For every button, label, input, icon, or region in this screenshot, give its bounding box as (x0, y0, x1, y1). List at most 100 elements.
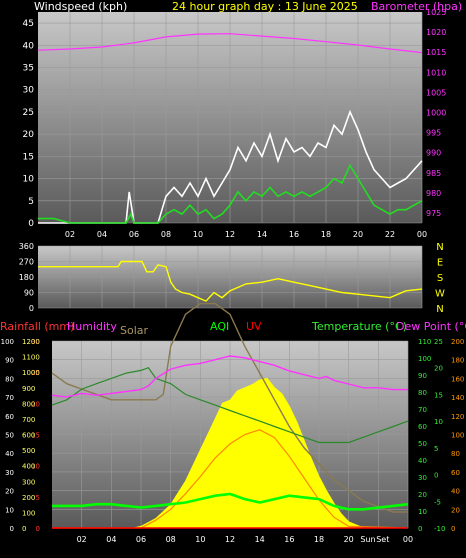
windspeed-axis-title: Windspeed (kph) (34, 0, 127, 13)
temperature-tick-label: 15 (434, 391, 443, 399)
temperature-tick-label: 0 (434, 472, 438, 480)
x-tick-label: 10 (195, 535, 205, 544)
humidity-tick-label: 60 (5, 413, 14, 421)
y-tick-label: 30 (23, 86, 35, 96)
aqi_right-tick-label: 180 (451, 357, 464, 365)
direction-tick-label: 180 (19, 273, 34, 282)
y-tick-label: 10 (23, 175, 35, 185)
rainfall-tick-label: 25 (31, 369, 40, 377)
aqi_right-tick-label: 20 (451, 506, 460, 514)
solar-tick-label: 500 (22, 447, 35, 455)
humidity-tick-label: 0 (10, 525, 14, 533)
aqi-tick-label: 80 (418, 389, 427, 397)
solar-tick-label: 400 (22, 463, 35, 471)
dewpoint-line (51, 366, 409, 444)
y2-tick-label: 975 (426, 209, 441, 218)
compass-label: S (437, 273, 443, 284)
temperature-tick-label: -5 (434, 498, 441, 506)
barometer-line (37, 33, 423, 54)
x-tick-label: 12 (225, 535, 235, 544)
aqi-tick-label: 0 (418, 525, 422, 533)
humidity-tick-label: 40 (5, 450, 14, 458)
x-tick-label: 18 (321, 230, 331, 239)
direction-tick-label: 0 (29, 304, 34, 313)
y-tick-label: 20 (23, 130, 35, 140)
rainfall-tick-label: 10 (31, 463, 40, 471)
x-tick-label: Sun (360, 535, 375, 544)
direction-tick-label: 360 (19, 242, 34, 251)
temperature-tick-label: -10 (434, 525, 445, 533)
direction-tick-label: 90 (24, 289, 34, 298)
solar-tick-label: 1200 (22, 338, 40, 346)
y2-tick-label: 980 (426, 189, 441, 198)
graph-date-title: 24 hour graph day : 13 June 2025 (172, 0, 358, 13)
aqi_right-tick-label: 160 (451, 375, 464, 383)
aqi-tick-label: 30 (418, 474, 427, 482)
aqi-tick-label: 40 (418, 457, 427, 465)
solar-tick-label: 600 (22, 432, 35, 440)
aqi_right-tick-label: 80 (451, 450, 460, 458)
aqi-tick-label: 110 (418, 338, 431, 346)
y2-tick-label: 1015 (426, 48, 446, 57)
aqi_right-tick-label: 140 (451, 394, 464, 402)
aqi-tick-label: 20 (418, 491, 427, 499)
aqi-line (52, 492, 409, 511)
y-tick-label: 40 (23, 41, 35, 51)
solar-tick-label: 900 (22, 385, 35, 393)
humidity-tick-label: 30 (5, 469, 14, 477)
humidity-tick-label: 70 (5, 394, 14, 402)
aqi-tick-label: 50 (418, 440, 427, 448)
y2-tick-label: 995 (426, 129, 441, 138)
x-tick-label: 14 (257, 230, 267, 239)
x-tick-label: 08 (161, 230, 171, 239)
aqi_right-tick-label: 120 (451, 413, 464, 421)
y2-tick-label: 1000 (426, 108, 446, 117)
y-tick-label: 45 (23, 19, 34, 29)
x-tick-label: 10 (193, 230, 203, 239)
temperature-tick-label: 5 (434, 445, 438, 453)
uv-line (52, 429, 409, 529)
windspeed-line (38, 109, 423, 224)
compass-label: E (437, 258, 443, 269)
x-tick-label: 14 (255, 535, 265, 544)
y-tick-label: 25 (23, 108, 34, 118)
x-tick-label: 06 (129, 230, 139, 239)
aqi-tick-label: 100 (418, 355, 431, 363)
y2-tick-label: 1020 (426, 28, 446, 37)
humidity-tick-label: 100 (1, 338, 14, 346)
solar-tick-label: 800 (22, 400, 35, 408)
compass-label: N (436, 242, 443, 253)
aqi-legend: AQI (210, 320, 229, 333)
solar-tick-label: 1100 (22, 354, 40, 362)
humidity-tick-label: 80 (5, 375, 14, 383)
y2-tick-label: 1025 (426, 8, 446, 17)
humidity-tick-label: 90 (5, 357, 14, 365)
aqi-tick-label: 60 (418, 423, 427, 431)
rainfall-tick-label: 5 (36, 494, 40, 502)
y2-tick-label: 985 (426, 169, 441, 178)
aqi_right-tick-label: 0 (451, 525, 455, 533)
rainfall-tick-label: 30 (31, 338, 40, 346)
aqi_right-tick-label: 40 (451, 488, 460, 496)
humidity-line (51, 355, 408, 398)
temperature-line (51, 302, 408, 513)
aqi_right-tick-label: 100 (451, 432, 464, 440)
solar-tick-label: 100 (22, 509, 35, 517)
y-tick-label: 35 (23, 64, 34, 74)
humidity-tick-label: 20 (5, 488, 14, 496)
y-tick-label: 0 (28, 219, 34, 229)
x-tick-label: 12 (225, 230, 235, 239)
y2-tick-label: 1005 (426, 88, 446, 97)
solar-tick-label: 200 (22, 494, 35, 502)
x-tick-label: 02 (77, 535, 87, 544)
x-tick-label: 18 (314, 535, 324, 544)
x-tick-label: 16 (284, 535, 294, 544)
x-tick-label: 04 (106, 535, 116, 544)
dewpoint-legend: Dew Point (°C) (396, 320, 466, 333)
x-tick-label: 02 (65, 230, 75, 239)
rainfall-tick-label: 20 (31, 400, 40, 408)
y-tick-label: 15 (23, 152, 34, 162)
humidity-tick-label: 10 (5, 506, 14, 514)
